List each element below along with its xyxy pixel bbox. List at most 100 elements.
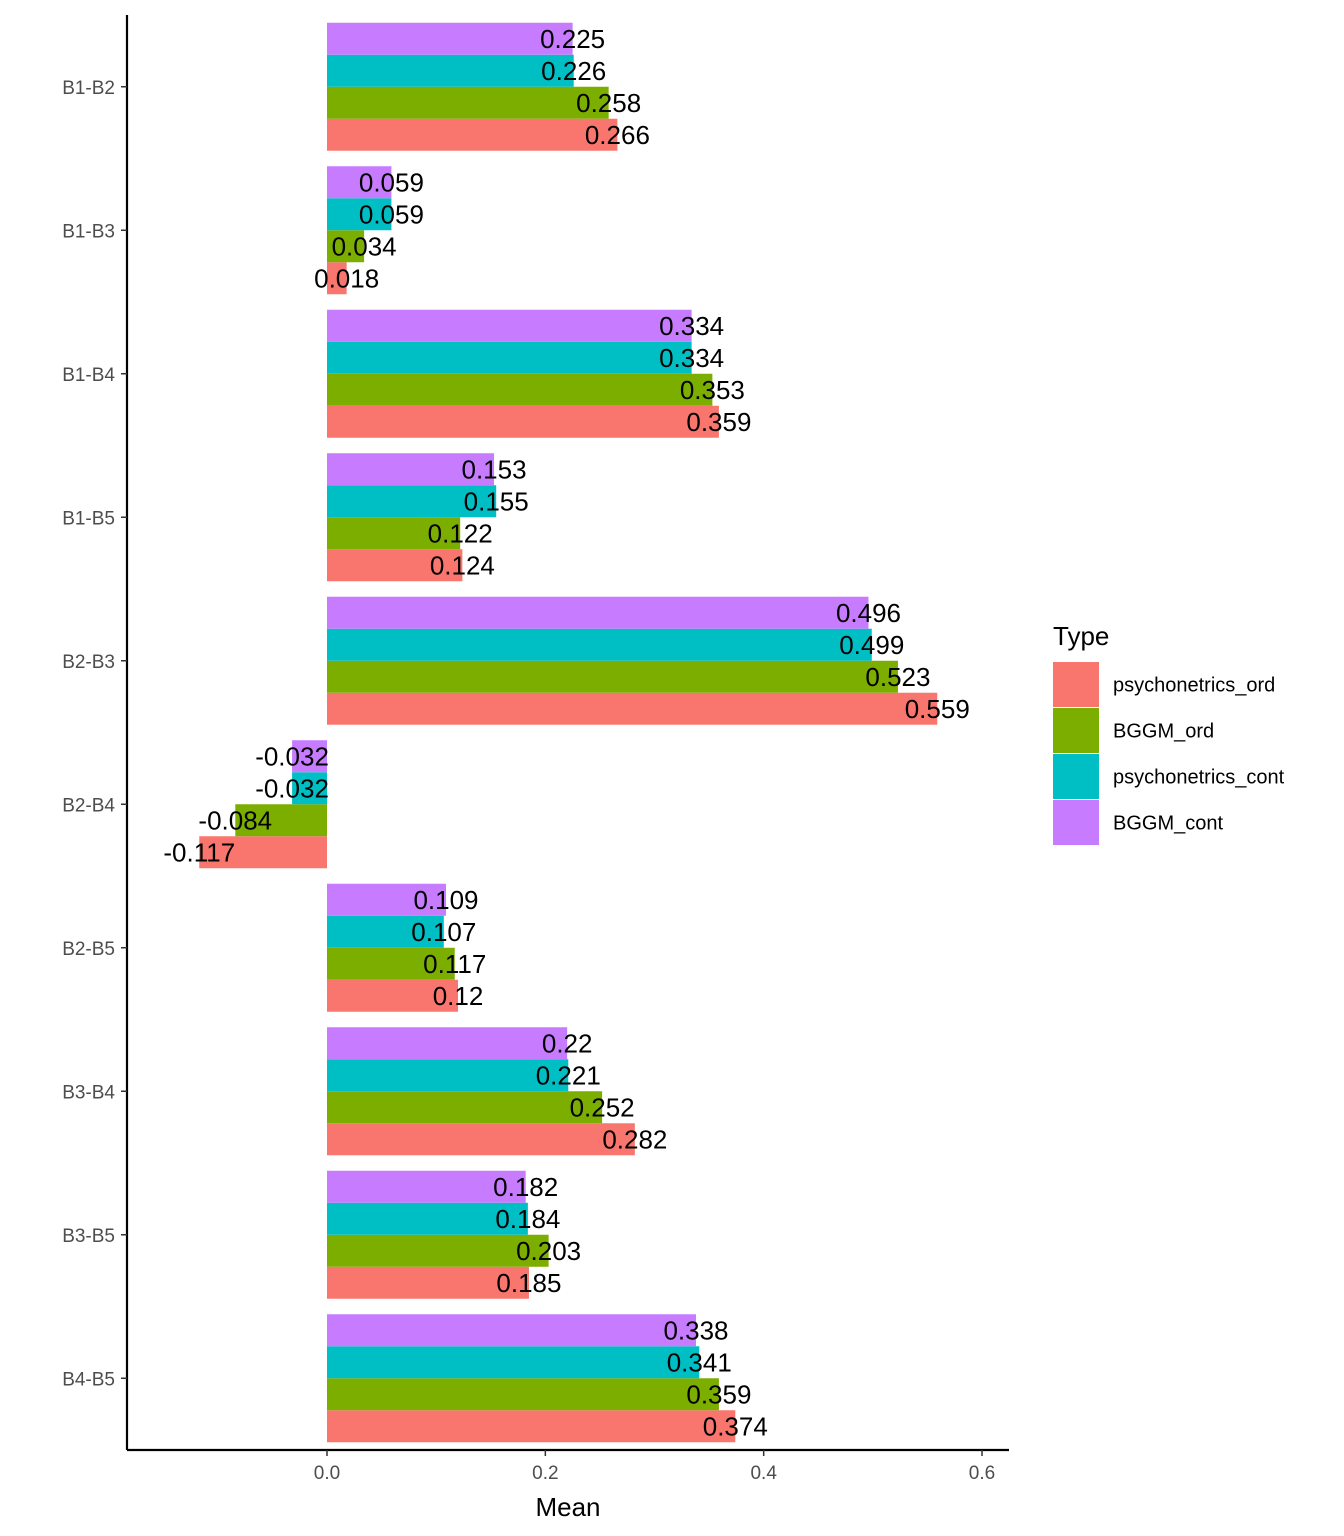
bar-B2-B3-BGGM_ord xyxy=(327,660,898,693)
bar-B1-B3-psychonetrics_ord xyxy=(327,262,347,295)
legend-label-psychonetrics_ord: psychonetrics_ord xyxy=(1113,675,1275,697)
bar-B1-B2-psychonetrics_cont xyxy=(327,54,574,87)
y-tick-label-B3-B4: B3-B4 xyxy=(62,1082,115,1103)
value-label-B2-B3-psychonetrics_cont: 0.499 xyxy=(839,630,904,660)
x-tick-label: 0.6 xyxy=(969,1463,995,1484)
bar-B1-B4-BGGM_cont xyxy=(327,309,692,342)
y-tick-label-B3-B5: B3-B5 xyxy=(62,1226,115,1247)
value-label-B2-B4-BGGM_cont: -0.032 xyxy=(255,741,329,771)
bar-B3-B4-psychonetrics_cont xyxy=(327,1059,569,1092)
value-label-B2-B3-BGGM_ord: 0.523 xyxy=(865,662,930,692)
bar-B2-B4-psychonetrics_cont xyxy=(292,772,327,805)
bar-B2-B5-BGGM_cont xyxy=(327,883,446,916)
value-label-B1-B5-BGGM_ord: 0.122 xyxy=(428,518,493,548)
legend-swatch-psychonetrics_ord xyxy=(1053,662,1099,707)
bar-B2-B3-BGGM_cont xyxy=(327,596,869,629)
value-label-B4-B5-psychonetrics_cont: 0.341 xyxy=(667,1347,732,1377)
value-label-B3-B4-psychonetrics_ord: 0.282 xyxy=(602,1124,667,1154)
bar-B1-B3-psychonetrics_cont xyxy=(327,198,392,231)
bar-B1-B3-BGGM_cont xyxy=(327,166,392,199)
bar-B3-B5-psychonetrics_ord xyxy=(327,1266,529,1299)
value-label-B3-B5-psychonetrics_ord: 0.185 xyxy=(496,1268,561,1298)
y-tick-label-B1-B4: B1-B4 xyxy=(62,365,115,386)
bar-B1-B5-psychonetrics_cont xyxy=(327,485,497,518)
bar-B3-B5-BGGM_ord xyxy=(327,1234,549,1267)
bar-B3-B4-psychonetrics_ord xyxy=(327,1123,635,1156)
value-label-B4-B5-psychonetrics_ord: 0.374 xyxy=(703,1411,768,1441)
value-label-B1-B2-BGGM_ord: 0.258 xyxy=(576,88,641,118)
y-tick-label-B2-B5: B2-B5 xyxy=(62,939,115,960)
value-label-B1-B4-psychonetrics_cont: 0.334 xyxy=(659,343,724,373)
bar-B1-B2-psychonetrics_ord xyxy=(327,118,618,151)
value-label-B2-B5-BGGM_ord: 0.117 xyxy=(423,949,486,979)
value-label-B1-B4-psychonetrics_ord: 0.359 xyxy=(686,407,751,437)
bar-B3-B5-psychonetrics_cont xyxy=(327,1202,528,1235)
y-tick-label-B2-B3: B2-B3 xyxy=(62,652,115,673)
value-label-B3-B4-psychonetrics_cont: 0.221 xyxy=(536,1060,601,1090)
bar-B1-B5-psychonetrics_ord xyxy=(327,549,463,582)
value-label-B1-B2-psychonetrics_cont: 0.226 xyxy=(541,56,606,86)
value-label-B2-B3-BGGM_cont: 0.496 xyxy=(836,598,901,628)
value-label-B2-B4-BGGM_ord: -0.084 xyxy=(198,805,272,835)
bar-B4-B5-BGGM_ord xyxy=(327,1378,719,1411)
bar-B2-B4-BGGM_cont xyxy=(292,740,327,773)
y-tick-label-B4-B5: B4-B5 xyxy=(62,1369,115,1390)
bar-B2-B5-psychonetrics_ord xyxy=(327,979,458,1012)
bar-B2-B4-BGGM_ord xyxy=(235,804,327,837)
bar-B1-B2-BGGM_cont xyxy=(327,22,573,55)
bar-B4-B5-BGGM_cont xyxy=(327,1314,696,1347)
x-axis-title: Mean xyxy=(535,1492,600,1522)
y-tick-label-B1-B2: B1-B2 xyxy=(62,78,115,99)
value-label-B1-B3-psychonetrics_cont: 0.059 xyxy=(359,199,424,229)
bar-B1-B4-psychonetrics_cont xyxy=(327,341,692,374)
value-label-B1-B3-BGGM_ord: 0.034 xyxy=(332,231,397,261)
bar-B2-B3-psychonetrics_cont xyxy=(327,628,872,661)
bar-B1-B4-psychonetrics_ord xyxy=(327,405,719,438)
y-tick-label-B2-B4: B2-B4 xyxy=(62,795,115,816)
legend-label-BGGM_ord: BGGM_ord xyxy=(1113,721,1214,743)
legend-swatch-BGGM_cont xyxy=(1053,800,1099,845)
value-label-B1-B2-BGGM_cont: 0.225 xyxy=(540,24,605,54)
value-label-B1-B5-psychonetrics_cont: 0.155 xyxy=(464,486,529,516)
x-tick-label: 0.2 xyxy=(532,1463,558,1484)
legend-label-BGGM_cont: BGGM_cont xyxy=(1113,813,1223,835)
bar-B1-B3-BGGM_ord xyxy=(327,230,365,263)
value-label-B3-B4-BGGM_cont: 0.22 xyxy=(542,1028,593,1058)
value-label-B1-B2-psychonetrics_ord: 0.266 xyxy=(585,120,650,150)
legend-label-psychonetrics_cont: psychonetrics_cont xyxy=(1113,767,1285,789)
bar-B2-B4-psychonetrics_ord xyxy=(199,836,327,869)
legend: Type psychonetrics_ord BGGM_ord psychonetr… xyxy=(1053,621,1285,845)
value-label-B2-B3-psychonetrics_ord: 0.559 xyxy=(905,694,970,724)
legend-title: Type xyxy=(1053,621,1109,651)
bar-B2-B5-BGGM_ord xyxy=(327,947,455,980)
bar-B3-B4-BGGM_cont xyxy=(327,1027,568,1060)
value-label-B3-B5-BGGM_ord: 0.203 xyxy=(516,1236,581,1266)
legend-swatch-psychonetrics_cont xyxy=(1053,754,1099,799)
value-labels-layer: 0.2660.2580.2260.2250.0180.0340.0590.059… xyxy=(163,24,969,1442)
value-label-B2-B5-psychonetrics_cont: 0.107 xyxy=(411,917,476,947)
bar-B1-B2-BGGM_ord xyxy=(327,86,609,119)
value-label-B2-B4-psychonetrics_ord: -0.117 xyxy=(163,837,235,867)
y-axis: B1-B2 B1-B3 B1-B4 B1-B5 B2-B3 B2-B4 B2-B5 B3-B4… xyxy=(62,78,127,1390)
bar-B3-B5-BGGM_cont xyxy=(327,1170,526,1203)
y-tick-label-B1-B5: B1-B5 xyxy=(62,508,115,529)
value-label-B4-B5-BGGM_cont: 0.338 xyxy=(663,1315,728,1345)
value-label-B1-B4-BGGM_cont: 0.334 xyxy=(659,311,724,341)
bars-layer xyxy=(199,22,938,1443)
bar-B1-B5-BGGM_ord xyxy=(327,517,461,550)
y-tick-label-B1-B3: B1-B3 xyxy=(62,221,115,242)
value-label-B1-B5-psychonetrics_ord: 0.124 xyxy=(430,550,495,580)
bar-B4-B5-psychonetrics_ord xyxy=(327,1410,736,1443)
value-label-B1-B4-BGGM_ord: 0.353 xyxy=(680,375,745,405)
value-label-B4-B5-BGGM_ord: 0.359 xyxy=(686,1379,751,1409)
x-tick-label: 0.0 xyxy=(314,1463,340,1484)
bar-B3-B4-BGGM_ord xyxy=(327,1091,603,1124)
bar-B1-B5-BGGM_cont xyxy=(327,453,495,486)
value-label-B1-B5-BGGM_cont: 0.153 xyxy=(461,454,526,484)
x-axis: 0.0 0.2 0.4 0.6 xyxy=(314,1450,995,1484)
value-label-B2-B5-psychonetrics_ord: 0.12 xyxy=(433,981,484,1011)
value-label-B1-B3-psychonetrics_ord: 0.018 xyxy=(314,263,379,293)
bar-B1-B4-BGGM_ord xyxy=(327,373,713,406)
value-label-B2-B4-psychonetrics_cont: -0.032 xyxy=(255,773,329,803)
